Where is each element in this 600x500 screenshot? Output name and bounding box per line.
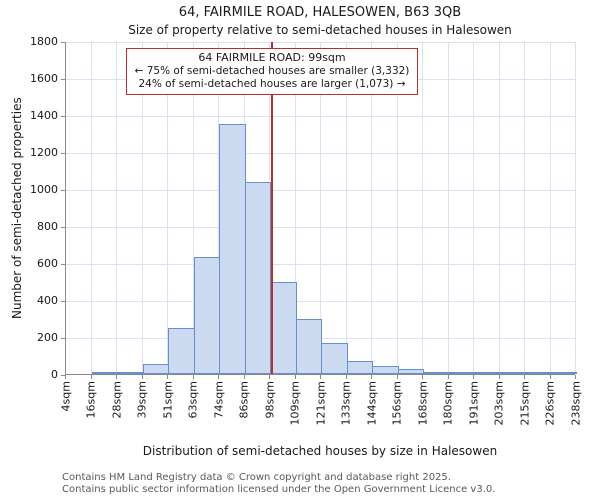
annotation-smaller-stat: ← 75% of semi-detached houses are smalle… <box>134 65 410 77</box>
y-tick-label: 1000 <box>30 183 58 196</box>
y-tick-mark <box>61 190 65 191</box>
y-tick-mark <box>61 338 65 339</box>
x-tick-mark <box>422 375 423 379</box>
annotation-box: 64 FAIRMILE ROAD: 99sqm ← 75% of semi-de… <box>126 48 418 95</box>
y-tick-label: 400 <box>37 294 58 307</box>
footer-line-2: Contains public sector information licen… <box>62 483 496 495</box>
x-tick-mark <box>473 375 474 379</box>
x-tick-mark <box>575 375 576 379</box>
v-gridline <box>141 42 143 374</box>
x-tick-mark <box>371 375 372 379</box>
histogram-bar <box>423 372 450 374</box>
x-tick-mark <box>447 375 449 379</box>
x-tick-mark <box>65 375 66 379</box>
v-gridline <box>345 42 347 374</box>
y-tick-label: 200 <box>37 331 58 344</box>
y-tick-mark <box>61 116 65 117</box>
v-gridline <box>371 42 372 374</box>
histogram-bar <box>244 181 271 374</box>
v-gridline <box>549 42 551 374</box>
y-tick-mark <box>61 79 65 80</box>
y-axis-title: Number of semi-detached properties <box>10 97 24 320</box>
x-tick-mark <box>524 375 525 379</box>
v-gridline <box>473 42 474 374</box>
y-tick-label: 1200 <box>30 146 58 159</box>
histogram-bar <box>295 318 322 374</box>
y-tick-label: 1800 <box>30 35 58 48</box>
y-tick-mark <box>61 42 65 43</box>
x-tick-mark <box>192 375 194 379</box>
v-gridline <box>575 42 576 374</box>
y-tick-label: 600 <box>37 257 58 270</box>
annotation-larger-stat: 24% of semi-detached houses are larger (… <box>138 78 406 90</box>
plot-area: 64 FAIRMILE ROAD: 99sqm ← 75% of semi-de… <box>65 42 577 375</box>
histogram-bar <box>193 257 220 374</box>
v-gridline <box>320 42 321 374</box>
histogram-bar <box>499 372 526 374</box>
histogram-bar <box>525 372 552 374</box>
v-gridline <box>218 42 219 374</box>
property-size-marker-line <box>271 42 274 374</box>
footer-line-1: Contains HM Land Registry data © Crown c… <box>62 472 451 483</box>
v-gridline <box>116 42 117 374</box>
histogram-bar <box>321 342 348 374</box>
v-gridline <box>498 42 500 374</box>
histogram-bar <box>346 361 373 374</box>
x-tick-mark <box>141 375 143 379</box>
x-axis-title: Distribution of semi-detached houses by … <box>142 444 498 458</box>
histogram-bar <box>372 365 399 374</box>
y-tick-label: 800 <box>37 220 58 233</box>
v-gridline <box>524 42 525 374</box>
x-tick-mark <box>218 375 219 379</box>
v-gridline <box>396 42 398 374</box>
v-gridline <box>167 42 168 374</box>
y-tick-label: 1400 <box>30 109 58 122</box>
v-gridline <box>192 42 194 374</box>
x-tick-mark <box>396 375 398 379</box>
v-gridline <box>447 42 449 374</box>
y-tick-mark <box>61 301 65 302</box>
histogram-bar <box>117 372 144 374</box>
x-tick-mark <box>549 375 551 379</box>
x-tick-mark <box>345 375 347 379</box>
x-tick-mark <box>243 375 245 379</box>
footer: Contains HM Land Registry data © Crown c… <box>62 472 495 495</box>
x-tick-mark <box>294 375 296 379</box>
chart-subtitle: Size of property relative to semi-detach… <box>128 23 512 37</box>
y-tick-mark <box>61 153 65 154</box>
x-tick-mark <box>167 375 168 379</box>
histogram-bar <box>550 372 577 374</box>
x-tick-mark <box>320 375 321 379</box>
histogram-bar <box>142 363 169 374</box>
x-tick-mark <box>90 375 92 379</box>
histogram-bar <box>270 281 297 374</box>
x-tick-mark <box>498 375 500 379</box>
y-tick-mark <box>61 227 65 228</box>
x-tick-mark <box>269 375 270 379</box>
y-tick-mark <box>61 264 65 265</box>
v-gridline <box>422 42 423 374</box>
histogram-bar <box>91 372 118 374</box>
chart-title: 64, FAIRMILE ROAD, HALESOWEN, B63 3QB <box>178 5 462 20</box>
y-tick-label: 0 <box>51 368 58 381</box>
v-gridline <box>294 42 296 374</box>
histogram-bar <box>448 372 475 374</box>
v-gridline <box>90 42 92 374</box>
annotation-title: 64 FAIRMILE ROAD: 99sqm <box>198 51 346 64</box>
histogram-bar <box>397 369 424 374</box>
y-tick-mark <box>61 375 65 376</box>
y-tick-label: 1600 <box>30 72 58 85</box>
histogram-bar <box>474 372 501 374</box>
histogram-bar <box>219 124 246 374</box>
x-tick-mark <box>116 375 117 379</box>
histogram-bar <box>168 327 195 374</box>
